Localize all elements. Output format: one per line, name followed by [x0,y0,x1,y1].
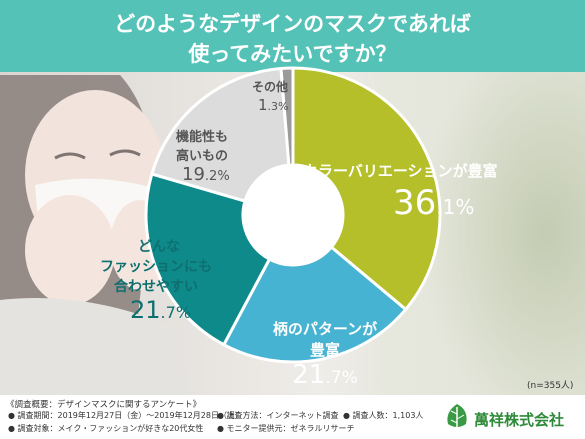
pct-sign: % [175,303,192,322]
label-fashion-line3: 合わせやすい [114,279,198,295]
label-pattern-line1: 柄のパターンが [272,320,378,338]
pct-dec: .2 [204,169,218,184]
survey-target: ● 調査対象：メイク・ファッションが好きな20代女性 [8,424,204,433]
survey-period: ● 調査期間：2019年12月27日（金）～2019年12月28日（土） [8,411,243,420]
label-fashion: どんな ファッションにも 合わせやすい 21.7% [100,236,212,324]
survey-method: ● 調査方法：インターネット調査 [217,411,339,420]
donut-chart [144,66,442,364]
label-functional-line1: 機能性も [176,130,229,145]
survey-footer: 《調査概要：デザインマスクに関するアンケート》 ● 調査期間：2019年12月2… [0,395,585,439]
pct-int: 21 [292,360,326,390]
label-functional: 機能性も 高いもの 19.2% [176,126,230,185]
pct-dec: .7 [325,368,342,388]
label-color-variation-pct: 36.1% [393,183,498,223]
label-other-line1: その他 [252,80,289,94]
pct-int: 21 [130,296,161,324]
label-fashion-line1: どんな [138,239,180,255]
pct-int: 1 [258,96,268,114]
label-functional-pct: 19.2% [182,164,230,185]
pct-dec: .1 [436,195,456,219]
title-line-1: どのようなデザインのマスクであれば [114,12,471,36]
label-color-variation: カラーバリエーションが豊富 36.1% [303,160,498,223]
label-pattern-line2: 豊富 [309,341,340,359]
pct-dec: .3 [267,100,279,113]
company-leaf-icon [447,404,467,428]
title-line-2: 使ってみたいですか？ [188,42,397,66]
pct-sign: % [217,169,230,184]
label-pattern-pct: 21.7% [265,360,385,390]
pct-sign: % [278,100,289,113]
survey-provider: ● モニター提供元：ゼネラルリサーチ [217,424,355,433]
header-bar: どのようなデザインのマスクであれば 使ってみたいですか？ [0,0,585,72]
pct-sign: % [455,195,475,219]
donut-hole [243,165,343,265]
pct-int: 36 [393,183,437,223]
pct-int: 19 [182,164,205,185]
label-fashion-line2: ファッションにも [100,259,212,275]
label-pattern: 柄のパターンが 豊富 21.7% [265,318,385,390]
label-other: その他 1.3% [252,78,289,114]
sample-size-note: (n=355人) [527,381,574,391]
label-other-pct: 1.3% [258,95,289,114]
label-color-variation-text: カラーバリエーションが豊富 [303,162,498,180]
company-name: 萬祥株式会社 [474,411,565,429]
survey-count: ● 調査人数：1,103人 [343,411,424,420]
slice-color-variation [291,66,442,312]
survey-summary: 《調査概要：デザインマスクに関するアンケート》 [6,400,202,410]
label-functional-line2: 高いもの [176,149,229,164]
pct-sign: % [341,368,358,388]
pct-dec: .7 [160,303,176,322]
label-fashion-pct: 21.7% [130,296,212,324]
